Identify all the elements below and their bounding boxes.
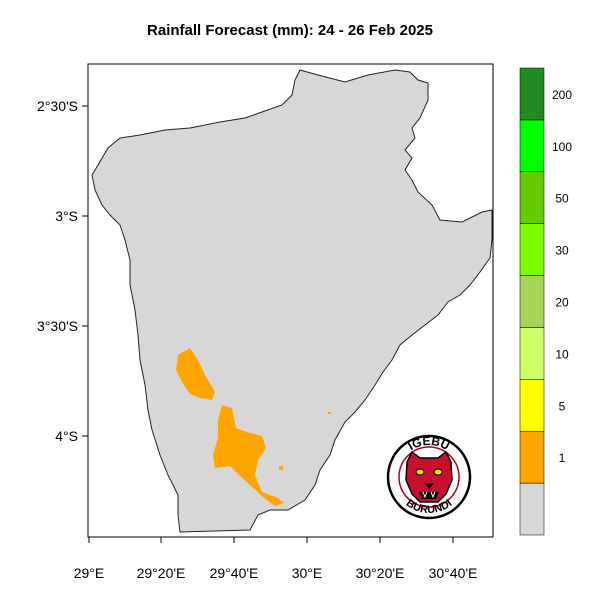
legend-bin bbox=[519, 223, 545, 276]
country-outline bbox=[91, 69, 493, 533]
igebu-logo: IGEBU BURUNDI bbox=[386, 434, 472, 520]
logo-bottom-textpath: BURUNDI bbox=[404, 497, 454, 516]
legend-bin bbox=[519, 430, 545, 484]
legend-bin bbox=[519, 275, 545, 328]
legend-colorbar: 1 5 10 20 30 50 100 200 bbox=[519, 67, 572, 536]
legend-bin bbox=[519, 482, 545, 536]
legend-bin bbox=[519, 119, 545, 173]
lon-tick-label: 29°E bbox=[74, 565, 105, 581]
lat-tick-label: 4°S bbox=[55, 428, 78, 444]
logo-inner-circle bbox=[398, 446, 460, 508]
legend-label: 20 bbox=[555, 296, 569, 310]
logo-top-text: IGEBU bbox=[405, 434, 452, 453]
lon-tick-label: 30°40'E bbox=[429, 565, 478, 581]
legend-bin bbox=[519, 327, 545, 380]
legend-label: 1 bbox=[559, 451, 566, 465]
lon-tick-label: 29°40'E bbox=[210, 565, 259, 581]
rain-patch-small bbox=[279, 466, 283, 470]
lon-tick-label: 30°E bbox=[292, 565, 323, 581]
legend-label: 5 bbox=[559, 399, 566, 413]
lat-tick-label: 3°30'S bbox=[37, 318, 78, 334]
legend-label: 50 bbox=[555, 192, 569, 206]
logo-top-textpath: IGEBU bbox=[405, 434, 452, 453]
rain-area-south bbox=[213, 405, 284, 506]
legend-label: 100 bbox=[552, 140, 572, 154]
lat-tick-label: 2°30'S bbox=[37, 98, 78, 114]
logo-bottom-text: BURUNDI bbox=[404, 497, 454, 516]
legend-bin bbox=[519, 67, 545, 121]
rain-patch-tiny bbox=[328, 412, 331, 414]
legend-label: 30 bbox=[555, 244, 569, 258]
lon-tick-label: 30°20'E bbox=[356, 565, 405, 581]
legend-bin bbox=[519, 171, 545, 224]
lon-tick-label: 29°20'E bbox=[137, 565, 186, 581]
rain-area-west bbox=[176, 348, 215, 400]
lon-axis: 29°E 29°20'E 29°40'E 30°E 30°20'E 30°40'… bbox=[74, 537, 478, 581]
lat-tick-label: 3°S bbox=[55, 208, 78, 224]
lat-axis: 2°30'S 3°S 3°30'S 4°S bbox=[37, 98, 88, 444]
legend-label: 10 bbox=[555, 347, 569, 361]
legend-label: 200 bbox=[552, 88, 572, 102]
leopard-head-icon bbox=[405, 450, 453, 503]
legend-bin bbox=[519, 379, 545, 432]
map-title: Rainfall Forecast (mm): 24 - 26 Feb 2025 bbox=[147, 22, 433, 39]
